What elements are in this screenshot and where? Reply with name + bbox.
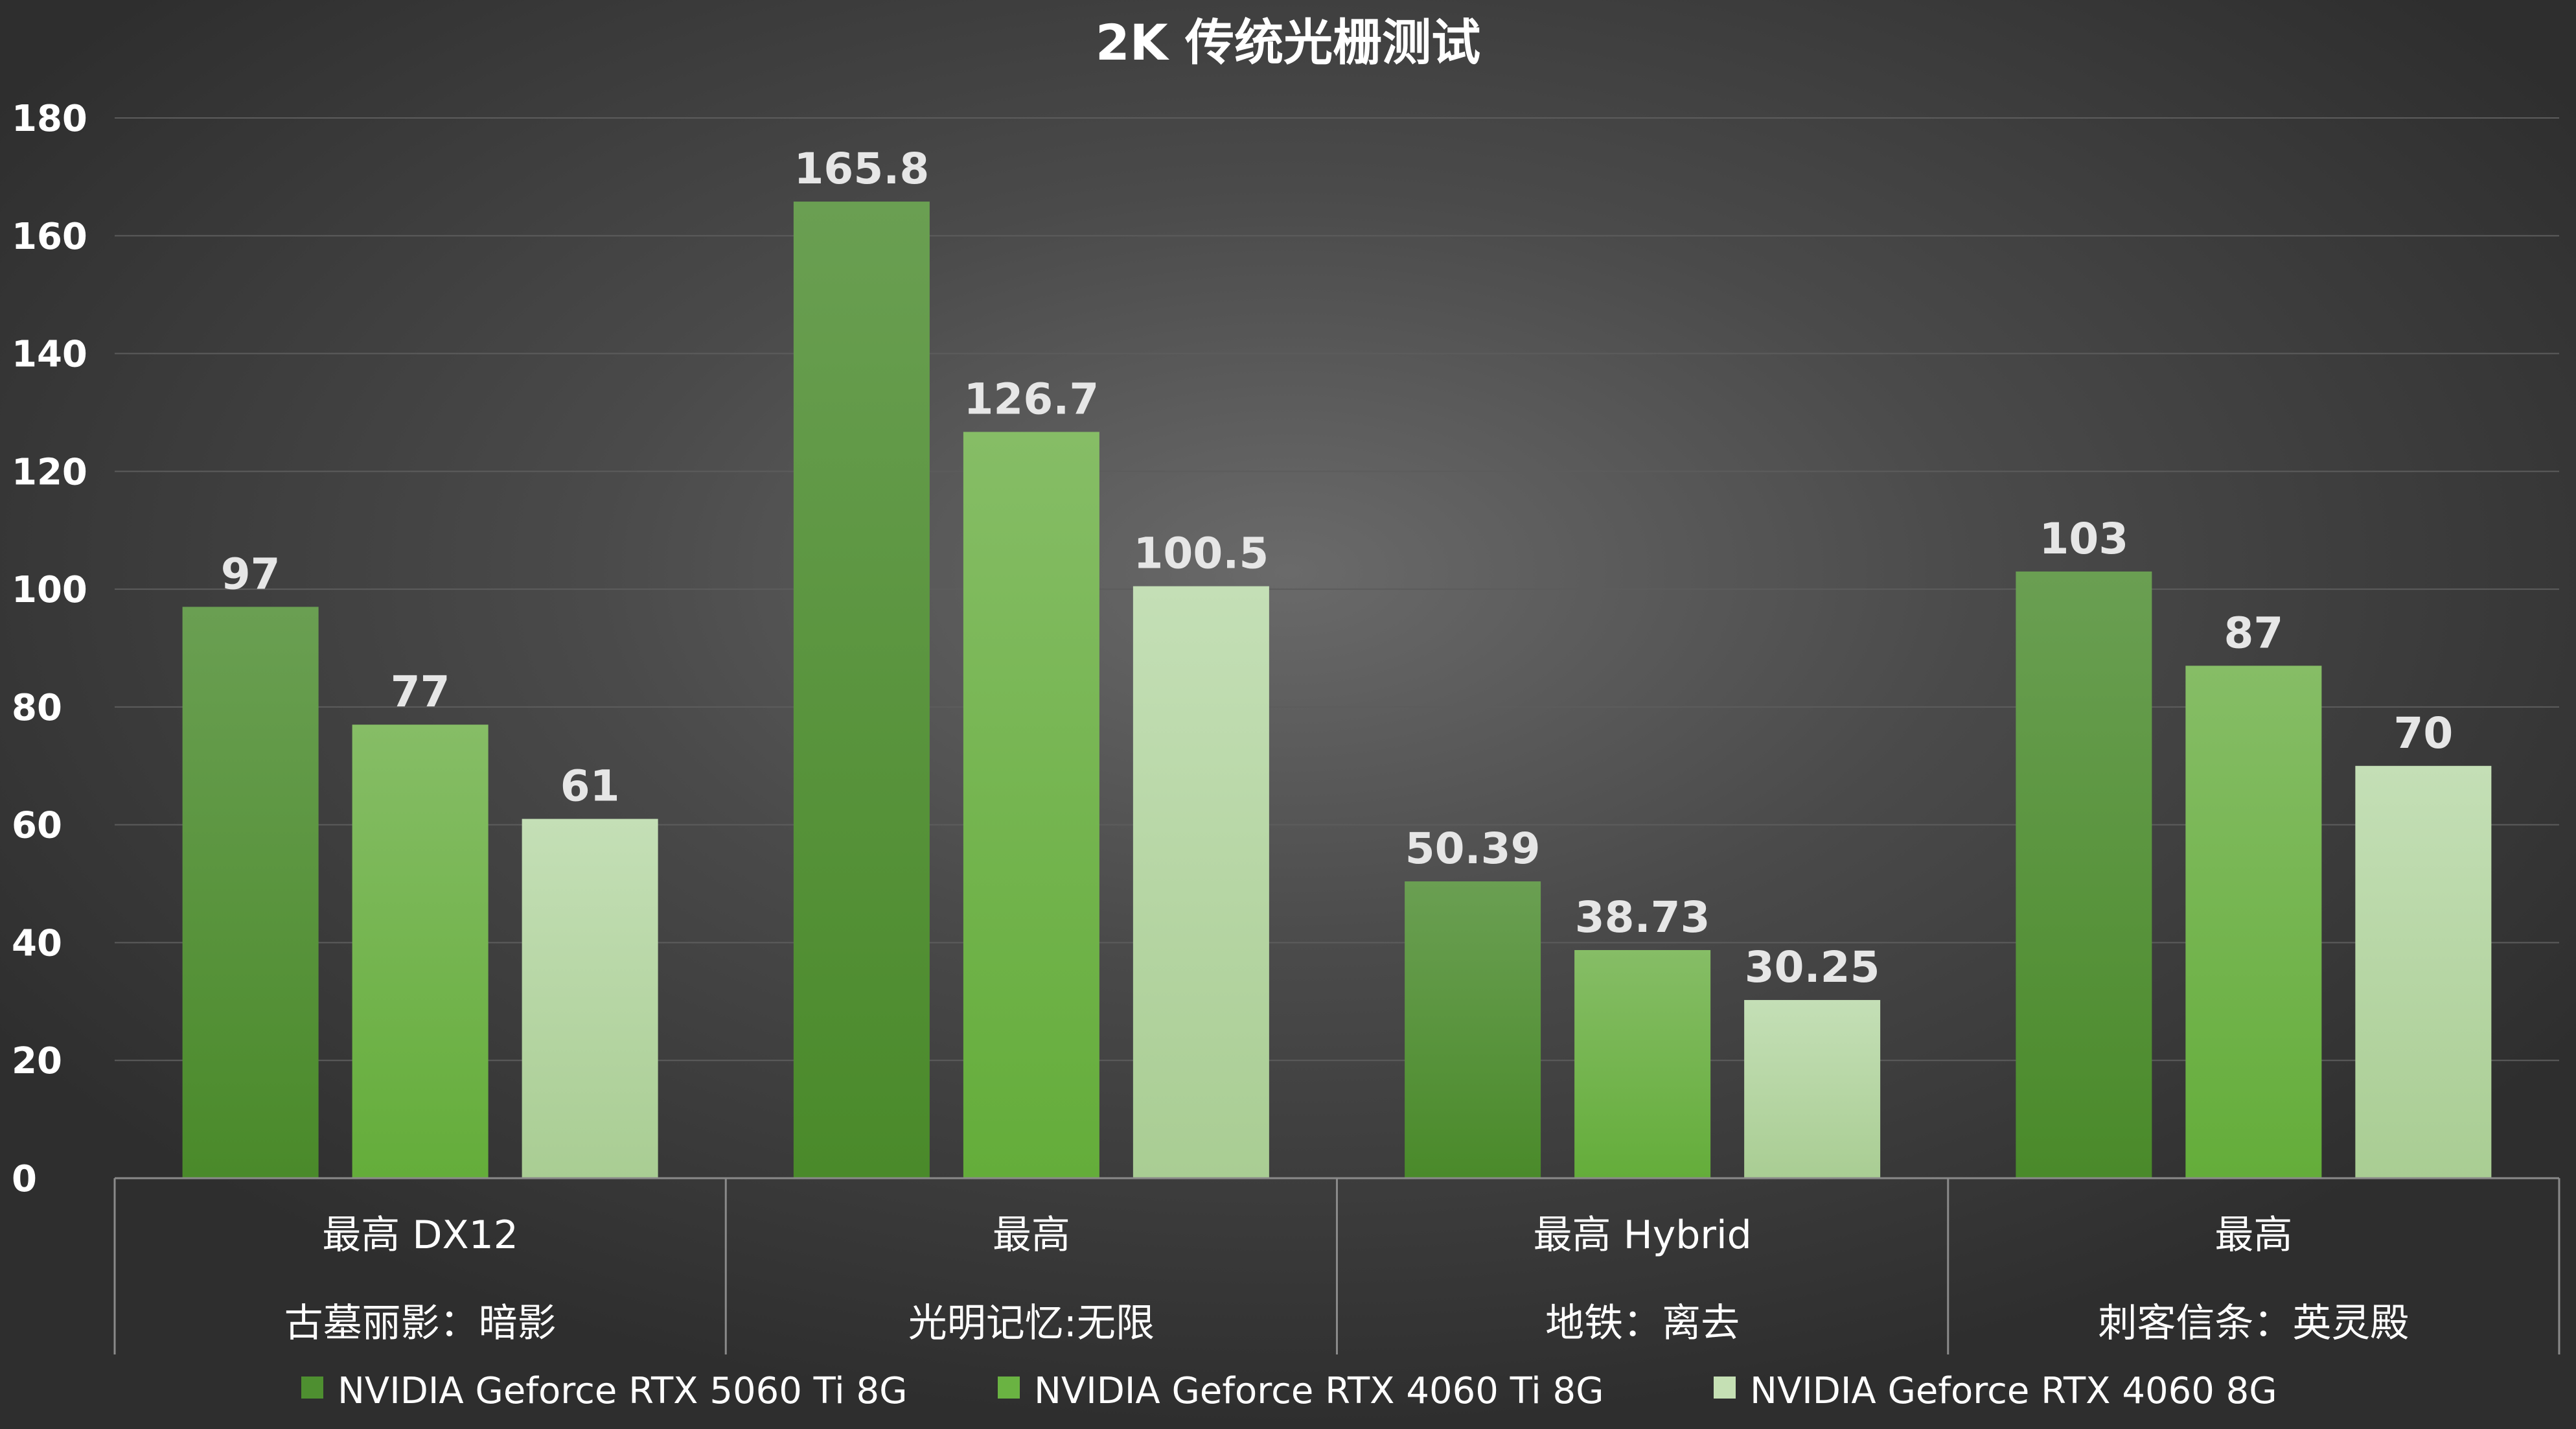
bar-value-label: 50.39 [1405, 824, 1541, 874]
legend: NVIDIA Geforce RTX 5060 Ti 8G NVIDIA Gefo… [301, 1370, 2277, 1412]
chart-title: 2K 传统光栅测试 [1096, 14, 1480, 71]
bar [2016, 571, 2152, 1178]
category-game-label: 刺客信条：英灵殿 [2098, 1301, 2409, 1346]
category-game-label: 光明记忆:无限 [908, 1301, 1155, 1346]
legend-swatch [301, 1377, 323, 1399]
y-tick-label: 40 [12, 922, 62, 964]
bar [2355, 765, 2492, 1178]
bars [182, 202, 2492, 1179]
y-tick-label: 140 [12, 334, 87, 376]
category-game-label: 地铁：离去 [1545, 1301, 1740, 1346]
bar-value-label: 103 [2039, 514, 2128, 564]
bar [1405, 881, 1541, 1178]
bar [1744, 1000, 1881, 1178]
bar-value-label: 126.7 [963, 374, 1099, 424]
legend-label: NVIDIA Geforce RTX 4060 8G [1750, 1370, 2277, 1412]
legend-label: NVIDIA Geforce RTX 4060 Ti 8G [1034, 1370, 1604, 1412]
bar-value-label: 97 [221, 549, 281, 599]
category-game-label: 古墓丽影：暗影 [284, 1301, 557, 1346]
bar-value-label: 165.8 [794, 144, 929, 194]
bar [352, 725, 489, 1178]
category-setting-label: 最高 Hybrid [1534, 1213, 1752, 1258]
y-tick-label: 80 [12, 687, 62, 729]
bar-value-label: 70 [2393, 708, 2453, 758]
y-axis: 0 20 40 60 80 100 120 140 160 180 [12, 98, 87, 1200]
category-setting-label: 最高 [2214, 1213, 2292, 1258]
bar [2185, 666, 2322, 1178]
y-tick-label: 0 [12, 1158, 37, 1200]
bar [1574, 949, 1711, 1178]
y-tick-label: 180 [12, 98, 87, 140]
bar-value-label: 30.25 [1745, 942, 1880, 992]
bar-value-label: 61 [560, 761, 620, 811]
bar-value-label: 77 [391, 667, 450, 717]
y-tick-label: 120 [12, 451, 87, 493]
category-setting-label: 最高 [993, 1213, 1070, 1258]
bar [1133, 586, 1269, 1178]
data-labels: 97 77 61 165.8 126.7 100.5 50.39 38.73 30.25 103 8… [221, 144, 2454, 992]
bar [182, 607, 319, 1178]
legend-swatch [1714, 1377, 1736, 1399]
legend-label: NVIDIA Geforce RTX 5060 Ti 8G [338, 1370, 908, 1412]
legend-swatch [998, 1377, 1020, 1399]
category-setting-label: 最高 DX12 [322, 1213, 518, 1258]
y-tick-label: 100 [12, 569, 87, 611]
y-tick-label: 20 [12, 1040, 62, 1082]
bar [522, 819, 658, 1178]
bar-value-label: 87 [2224, 608, 2283, 658]
bar-value-label: 100.5 [1133, 529, 1269, 579]
y-tick-label: 60 [12, 805, 62, 847]
bar-value-label: 38.73 [1575, 892, 1710, 942]
bar [793, 202, 930, 1178]
y-tick-label: 160 [12, 216, 87, 258]
bar [963, 432, 1099, 1179]
